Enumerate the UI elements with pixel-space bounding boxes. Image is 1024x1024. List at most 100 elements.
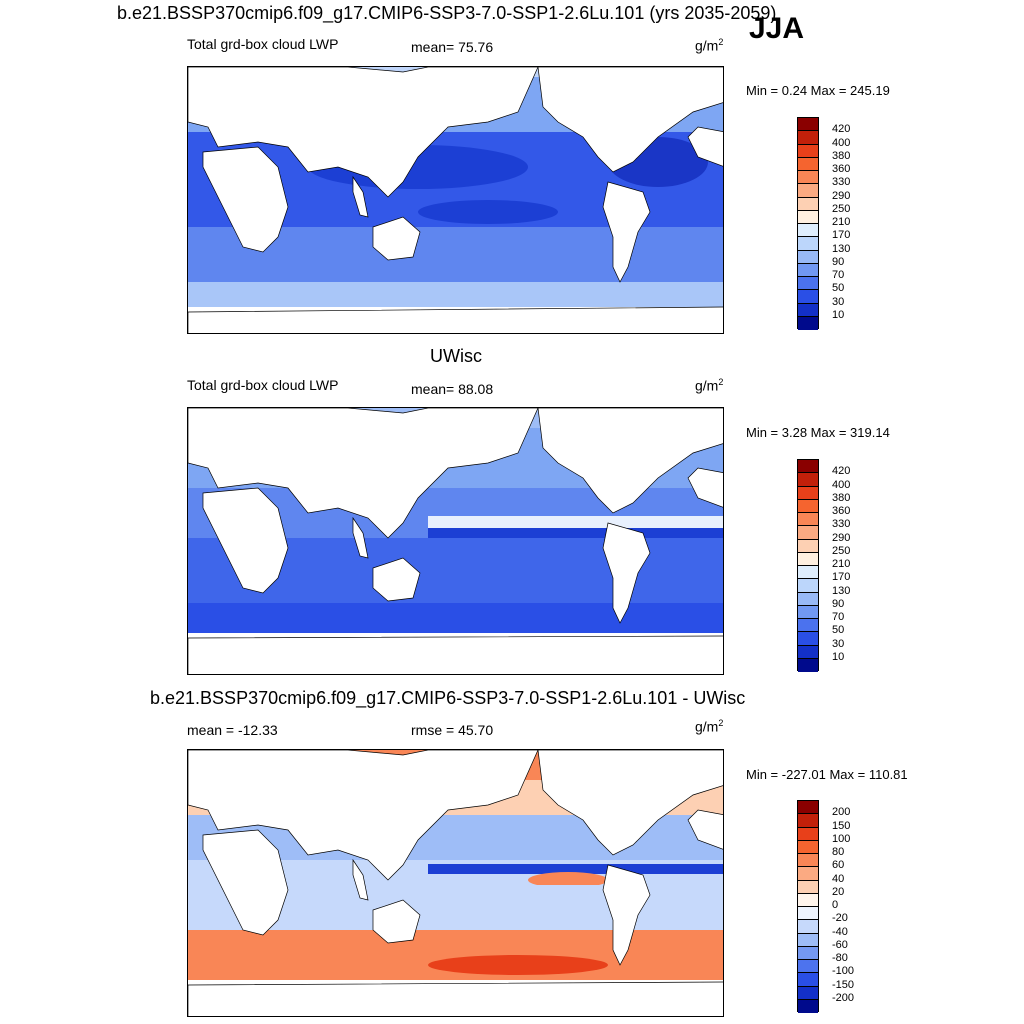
colorbar-swatch bbox=[798, 946, 818, 960]
colorbar-tick-label: 200 bbox=[832, 806, 851, 819]
colorbar-swatch bbox=[798, 973, 818, 987]
colorbar-swatch bbox=[798, 250, 818, 264]
colorbar-tick-label: 90 bbox=[832, 597, 845, 610]
colorbar-tick-label: 330 bbox=[832, 518, 851, 531]
colorbar-swatch bbox=[798, 801, 818, 815]
colorbar-tick-label: 380 bbox=[832, 491, 851, 504]
colorbar-tick-label: 210 bbox=[832, 216, 851, 228]
panel1-mean-label: mean= 75.76 bbox=[411, 39, 494, 55]
colorbar-tick-label: 170 bbox=[832, 229, 851, 242]
colorbar-tick-label: 360 bbox=[832, 505, 851, 517]
colorbar-swatch bbox=[798, 814, 818, 828]
panel2-mean-label: mean= 88.08 bbox=[411, 381, 494, 397]
colorbar-swatch bbox=[798, 184, 818, 198]
colorbar-swatch bbox=[798, 171, 818, 185]
colorbar-tick-label: 170 bbox=[832, 571, 851, 584]
colorbar-swatch bbox=[798, 566, 818, 580]
colorbar-tick-label: -100 bbox=[832, 965, 855, 978]
colorbar-swatch bbox=[798, 526, 818, 540]
colorbar-tick-label: 20 bbox=[832, 885, 845, 898]
colorbar-tick-label: -200 bbox=[832, 991, 855, 1004]
panel3-minmax: Min = -227.01 Max = 110.81 bbox=[746, 767, 908, 782]
colorbar-tick-label: 130 bbox=[832, 242, 851, 255]
colorbar-tick-label: 100 bbox=[832, 832, 851, 845]
panel3-map bbox=[187, 749, 724, 1017]
colorbar-swatch bbox=[798, 827, 818, 841]
colorbar-swatch bbox=[798, 960, 818, 974]
panel2-heading: UWisc bbox=[430, 346, 482, 366]
panel3-rmse-label: rmse = 45.70 bbox=[411, 722, 494, 738]
colorbar-tick-label: 50 bbox=[832, 282, 845, 295]
colorbar-tick-label: 0 bbox=[832, 899, 839, 911]
colorbar-swatch bbox=[798, 224, 818, 238]
colorbar-swatch bbox=[798, 605, 818, 619]
colorbar-swatch bbox=[798, 237, 818, 251]
panel2-minmax: Min = 3.28 Max = 319.14 bbox=[746, 425, 890, 440]
figure-title: b.e21.BSSP370cmip6.f09_g17.CMIP6-SSP3-7.… bbox=[117, 3, 777, 23]
colorbar-swatch bbox=[798, 986, 818, 1000]
colorbar-tick-label: 400 bbox=[832, 136, 851, 149]
panel2-colorbar bbox=[797, 459, 819, 672]
colorbar-tick-label: 420 bbox=[832, 465, 851, 478]
colorbar-swatch bbox=[798, 499, 818, 513]
colorbar-tick-label: -80 bbox=[832, 952, 848, 964]
panel1-left-label: Total grd-box cloud LWP bbox=[187, 36, 339, 52]
colorbar-swatch bbox=[798, 303, 818, 317]
season-label: JJA bbox=[749, 12, 805, 45]
colorbar-swatch bbox=[798, 840, 818, 854]
colorbar-tick-label: -150 bbox=[832, 978, 855, 991]
colorbar-swatch bbox=[798, 473, 818, 487]
colorbar-tick-label: 40 bbox=[832, 872, 845, 885]
colorbar-swatch bbox=[798, 118, 818, 132]
colorbar-swatch bbox=[798, 197, 818, 211]
colorbar-swatch bbox=[798, 210, 818, 224]
colorbar-swatch bbox=[798, 157, 818, 171]
panel1-colorbar bbox=[797, 117, 819, 330]
colorbar-swatch bbox=[798, 933, 818, 947]
panel3-mean-label: mean = -12.33 bbox=[187, 722, 278, 738]
colorbar-swatch bbox=[798, 893, 818, 907]
panel1-minmax: Min = 0.24 Max = 245.19 bbox=[746, 83, 890, 98]
colorbar-tick-label: 250 bbox=[832, 202, 851, 215]
colorbar-swatch bbox=[798, 460, 818, 474]
colorbar-tick-label: 250 bbox=[832, 544, 851, 557]
colorbar-tick-label: 10 bbox=[832, 308, 845, 321]
colorbar-tick-label: 30 bbox=[832, 637, 845, 650]
colorbar-swatch bbox=[798, 486, 818, 500]
panel3-unit: g/m2 bbox=[695, 718, 724, 735]
panel1-map bbox=[187, 66, 724, 334]
colorbar-tick-label: 360 bbox=[832, 163, 851, 175]
colorbar-tick-label: 60 bbox=[832, 859, 845, 872]
colorbar-swatch bbox=[798, 290, 818, 304]
colorbar-tick-label: 210 bbox=[832, 558, 851, 570]
colorbar-swatch bbox=[798, 263, 818, 277]
panel2-unit: g/m2 bbox=[695, 377, 724, 394]
colorbar-tick-label: 50 bbox=[832, 624, 845, 637]
colorbar-tick-label: 380 bbox=[832, 149, 851, 162]
colorbar-swatch bbox=[798, 277, 818, 291]
colorbar-swatch bbox=[798, 619, 818, 633]
colorbar-tick-label: 30 bbox=[832, 295, 845, 308]
colorbar-swatch bbox=[798, 920, 818, 934]
colorbar-tick-label: 420 bbox=[832, 123, 851, 136]
panel3-heading: b.e21.BSSP370cmip6.f09_g17.CMIP6-SSP3-7.… bbox=[150, 688, 746, 708]
panel2-left-label: Total grd-box cloud LWP bbox=[187, 377, 339, 393]
colorbar-swatch bbox=[798, 579, 818, 593]
colorbar-swatch bbox=[798, 999, 818, 1013]
colorbar-tick-label: 80 bbox=[832, 846, 845, 858]
colorbar-tick-label: 70 bbox=[832, 269, 845, 281]
colorbar-tick-label: 150 bbox=[832, 819, 851, 832]
panel3-colorbar bbox=[797, 800, 819, 1013]
colorbar-swatch bbox=[798, 131, 818, 145]
panel1-unit: g/m2 bbox=[695, 37, 724, 54]
colorbar-swatch bbox=[798, 592, 818, 606]
colorbar-tick-label: -60 bbox=[832, 938, 848, 951]
colorbar-tick-label: 400 bbox=[832, 478, 851, 491]
colorbar-swatch bbox=[798, 880, 818, 894]
colorbar-tick-label: 130 bbox=[832, 584, 851, 597]
colorbar-tick-label: 90 bbox=[832, 255, 845, 268]
colorbar-swatch bbox=[798, 552, 818, 566]
colorbar-swatch bbox=[798, 539, 818, 553]
colorbar-swatch bbox=[798, 907, 818, 921]
colorbar-tick-label: 290 bbox=[832, 189, 851, 202]
